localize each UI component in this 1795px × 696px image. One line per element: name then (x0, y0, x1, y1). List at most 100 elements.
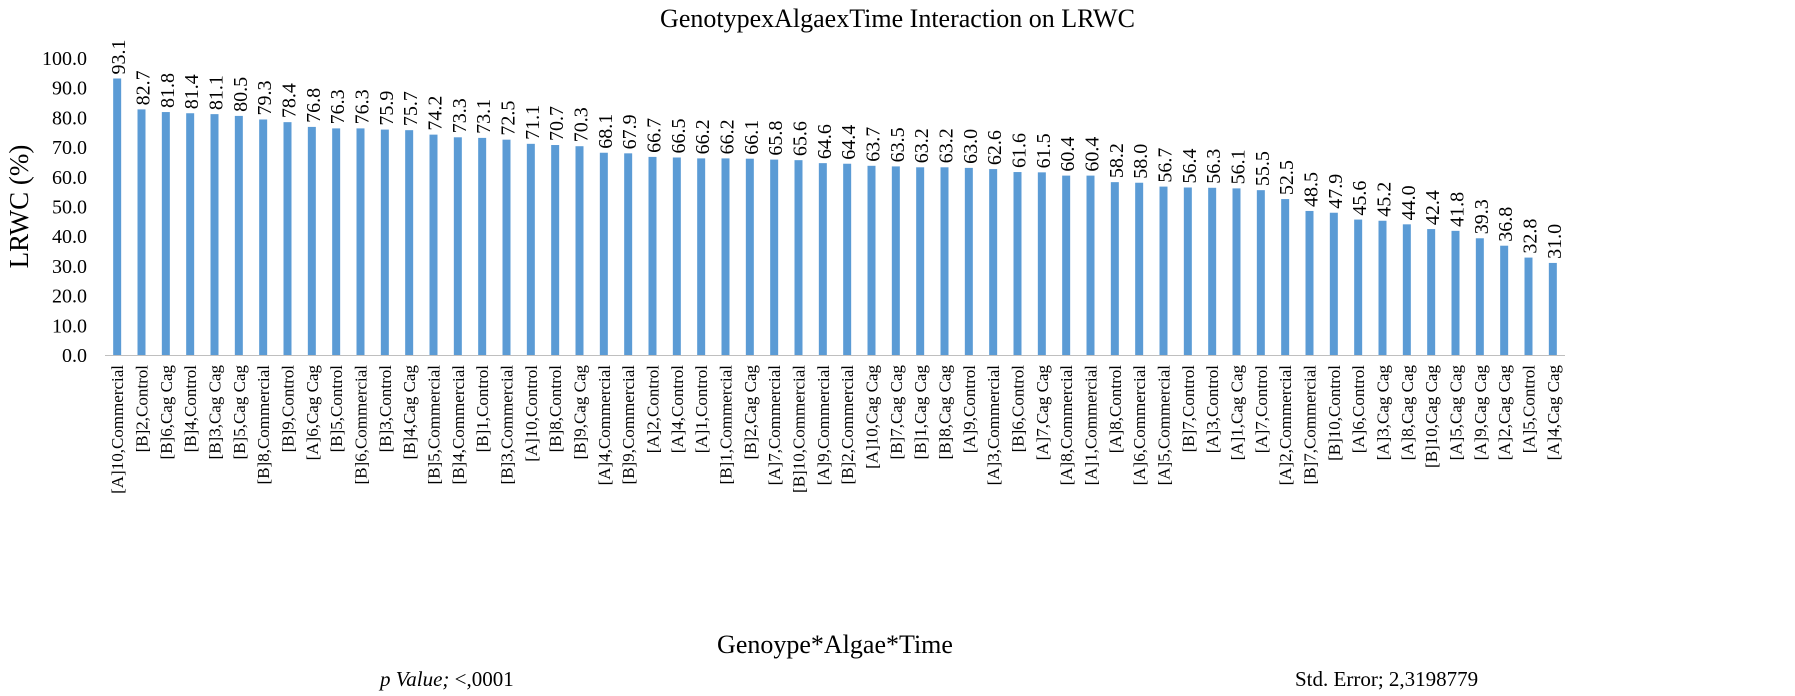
data-label: 76.8 (303, 88, 325, 123)
x-tick-label: [B]9,Cag Cag (571, 365, 590, 460)
bar (648, 156, 657, 355)
bar (1500, 245, 1509, 355)
data-label: 63.2 (936, 128, 958, 163)
bar (356, 128, 365, 355)
x-tick-label: [B]10,Control (1325, 365, 1344, 461)
x-tick-label: [B]7,Commercial (1301, 365, 1320, 485)
bar (1037, 172, 1046, 355)
x-tick-label: [B]9,Commercial (619, 365, 638, 485)
bar (1086, 175, 1095, 355)
x-tick-label: [A]10,Control (522, 365, 541, 462)
data-label: 61.6 (1009, 133, 1031, 168)
bar (186, 113, 195, 355)
x-tick-label: [A]4,Control (668, 365, 687, 454)
x-tick-label: [A]2,Commercial (1276, 365, 1295, 486)
bar (1062, 175, 1071, 355)
data-label: 72.5 (498, 101, 520, 136)
bar (1427, 229, 1436, 355)
std-error-note: Std. Error; 2,3198779 (1295, 667, 1479, 691)
bar (1183, 187, 1192, 355)
x-tick-label: [A]10,Commercial (108, 365, 127, 494)
bar (1329, 212, 1338, 355)
data-label: 55.5 (1252, 151, 1274, 186)
bar (1013, 172, 1022, 355)
bar (551, 145, 560, 355)
data-label: 45.2 (1374, 182, 1396, 217)
bar (478, 137, 487, 355)
p-value-label: p Value; (380, 667, 450, 691)
data-label: 64.6 (814, 124, 836, 159)
y-tick-label: 90.0 (52, 78, 87, 100)
data-label: 66.5 (668, 118, 690, 153)
data-label: 70.3 (571, 107, 593, 142)
x-tick-label: [A]3,Commercial (984, 365, 1003, 486)
y-tick-label: 10.0 (52, 315, 87, 337)
data-label: 47.9 (1325, 174, 1347, 209)
bar (1232, 188, 1241, 355)
data-label: 45.6 (1349, 181, 1371, 216)
data-label: 79.3 (254, 80, 276, 115)
data-label: 76.3 (352, 89, 374, 124)
y-tick-label: 60.0 (52, 167, 87, 189)
data-label: 52.5 (1276, 160, 1298, 195)
data-label: 63.5 (887, 127, 909, 162)
x-tick-label: [B]1,Cag Cag (911, 365, 930, 460)
data-label: 68.1 (595, 114, 617, 149)
bar (794, 160, 803, 355)
data-label: 60.4 (1057, 137, 1079, 172)
bar (1475, 238, 1484, 355)
bar (380, 129, 389, 355)
x-tick-label: [B]10,Cag Cag (1422, 365, 1441, 468)
data-label: 73.3 (449, 98, 471, 133)
x-tick-label: [A]10,Cag Cag (863, 365, 882, 469)
y-tick-label: 20.0 (52, 286, 87, 308)
data-label: 70.7 (546, 106, 568, 141)
bar (1451, 230, 1460, 355)
data-label: 58.0 (1130, 144, 1152, 179)
bar (1548, 262, 1557, 355)
x-tick-label: [A]7,Commercial (765, 365, 784, 486)
x-tick-label: [A]5,Control (1520, 365, 1539, 454)
bar (964, 167, 973, 355)
data-label: 75.9 (376, 91, 398, 126)
data-label: 82.7 (133, 70, 155, 105)
data-label: 42.4 (1422, 190, 1444, 225)
p-value: <,0001 (449, 667, 514, 691)
bar (891, 166, 900, 355)
data-label: 56.7 (1155, 148, 1177, 183)
bar (1256, 190, 1265, 355)
bar (137, 109, 146, 355)
bar (1159, 186, 1168, 355)
data-label: 36.8 (1495, 207, 1517, 242)
data-label: 66.1 (741, 120, 763, 155)
bar (575, 146, 584, 355)
data-label: 67.9 (619, 114, 641, 149)
data-label: 75.7 (400, 91, 422, 126)
data-label: 63.7 (863, 127, 885, 162)
bar (818, 163, 827, 355)
data-label: 48.5 (1301, 172, 1323, 207)
data-label: 65.8 (765, 121, 787, 156)
x-tick-label: [A]4,Commercial (595, 365, 614, 486)
bar (940, 167, 949, 355)
x-tick-label: [A]6,Commercial (1130, 365, 1149, 486)
bar (210, 114, 219, 356)
x-tick-label: [B]5,Commercial (425, 365, 444, 485)
data-label: 74.2 (425, 96, 447, 131)
y-tick-label: 70.0 (52, 137, 87, 159)
bar (916, 167, 925, 355)
data-label: 60.4 (1082, 137, 1104, 172)
x-tick-label: [A]2,Control (644, 365, 663, 454)
x-tick-label: [A]9,Control (960, 365, 979, 454)
bar (770, 159, 779, 355)
x-tick-label: [A]5,Cag Cag (1447, 365, 1466, 461)
x-tick-label: [B]1,Control (473, 365, 492, 453)
data-label: 78.4 (279, 83, 301, 118)
data-label: 66.2 (692, 119, 714, 154)
y-tick-label: 80.0 (52, 107, 87, 129)
data-label: 63.2 (911, 128, 933, 163)
x-tick-label: [A]9,Commercial (814, 365, 833, 486)
bar (405, 130, 414, 355)
x-tick-label: [A]7,Control (1252, 365, 1271, 454)
